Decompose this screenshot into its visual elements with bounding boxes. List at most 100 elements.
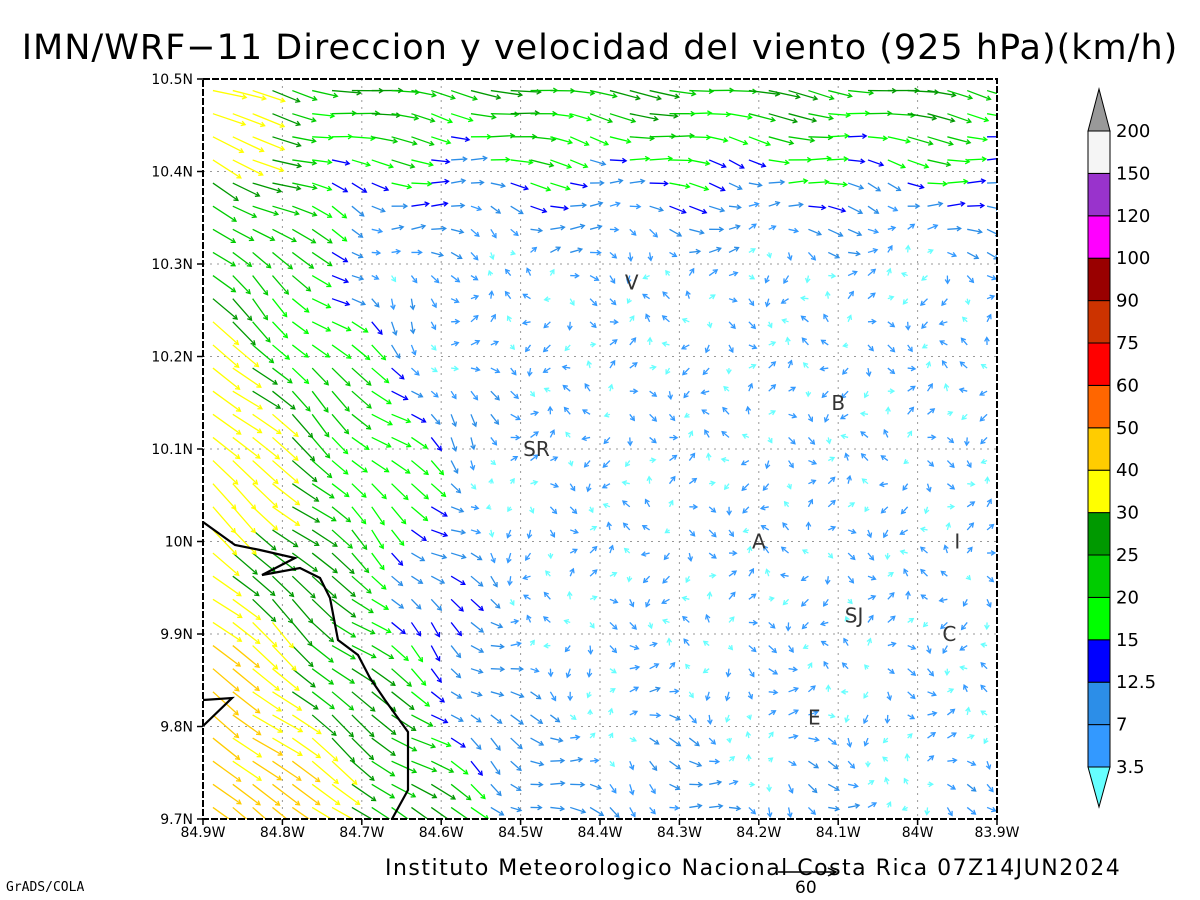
wind-vector [746,545,753,554]
wind-vector [926,383,933,392]
wind-vector [669,805,680,811]
wind-vector [748,201,760,208]
wind-vector [431,201,449,207]
wind-vector [252,205,280,217]
wind-vector [745,753,752,762]
wind-vector [867,552,875,561]
wind-vector [411,691,431,707]
wind-vector [967,113,990,123]
wind-vector [887,321,896,328]
wind-vector [490,313,496,323]
wind-vector [312,134,334,141]
wind-vector [371,298,380,308]
wind-vector [252,344,275,364]
wind-vector [603,436,611,445]
wind-vector [867,247,879,254]
wind-vector [985,760,992,771]
wind-vector [728,529,735,538]
wind-vector [506,529,512,539]
wind-vector [431,225,447,232]
place-label: C [942,622,956,646]
wind-vector [947,732,957,739]
wind-vector [470,504,480,511]
wind-vector [547,405,554,415]
wind-vector [371,344,387,361]
wind-vector [609,178,624,185]
wind-vector [807,783,818,794]
wind-vector [768,179,786,186]
wind-vector [788,460,794,469]
wind-vector [919,526,928,533]
wind-vector [507,576,513,587]
axis-ticks: 84.9W 84.8W 84.7W 84.6W 84.5W 84.4W 84.3W 84.2W… [151,72,1019,841]
legend-label: 12.5 [1116,672,1156,693]
wind-vector [824,576,831,586]
wind-vector [642,293,650,300]
wind-vector [907,430,913,438]
wind-vector [331,714,355,738]
wind-vector [252,783,281,806]
wind-vector [799,295,809,302]
wind-vector [907,617,915,623]
wind-vector [689,504,699,510]
wind-vector [609,645,618,654]
wind-vector [311,483,335,499]
wind-vector [629,89,662,101]
wind-vector [603,412,611,418]
wind-vector [984,476,991,484]
wind-vector [391,413,412,424]
wind-vector [828,181,849,188]
wind-vector [371,228,384,234]
wind-vector [451,202,466,209]
wind-vector [411,201,430,207]
wind-vector [629,203,642,210]
wind-vector [311,783,341,806]
wind-vector [488,477,494,484]
wind-vector [947,757,958,764]
wind-vector [470,275,479,281]
wind-vector [668,475,676,485]
wind-vector [961,316,968,323]
wind-vector [351,714,375,738]
wind-vector [272,182,302,191]
wind-vector [966,734,975,740]
wind-vector [530,760,545,767]
wind-vector [272,413,299,438]
wind-vector [232,321,256,346]
wind-vector [490,89,524,98]
wind-vector [527,367,533,377]
legend-label: 60 [1116,375,1139,396]
wind-vector [311,714,337,737]
wind-vector [391,668,413,687]
wind-vector [470,552,483,561]
wind-vector [768,200,781,207]
wind-vector [371,274,380,280]
wind-vector [331,298,351,307]
wind-vector [232,760,262,781]
wind-vector [547,553,554,560]
wind-vector [331,668,356,684]
wind-vector [947,158,971,165]
wind-vector [708,205,726,213]
wind-vector [331,344,352,359]
wind-vector [701,409,710,415]
wind-vector [980,458,988,465]
wind-vector [410,668,427,686]
wind-vector [331,228,348,242]
wind-vector [212,783,242,805]
x-tick-label: 84.6W [419,825,464,841]
wind-vector [927,408,936,415]
wind-vector [687,552,694,562]
wind-vector [212,436,241,460]
wind-vector [927,89,957,98]
wind-vector [966,460,972,469]
wind-vector [331,182,349,193]
wind-vector [450,575,466,586]
wind-vector [391,621,407,635]
wind-vector [212,806,231,819]
wind-vector [808,760,820,769]
wind-vector [967,202,986,209]
wind-vector [490,228,497,239]
wind-vector [450,228,465,235]
wind-vector [767,757,774,763]
